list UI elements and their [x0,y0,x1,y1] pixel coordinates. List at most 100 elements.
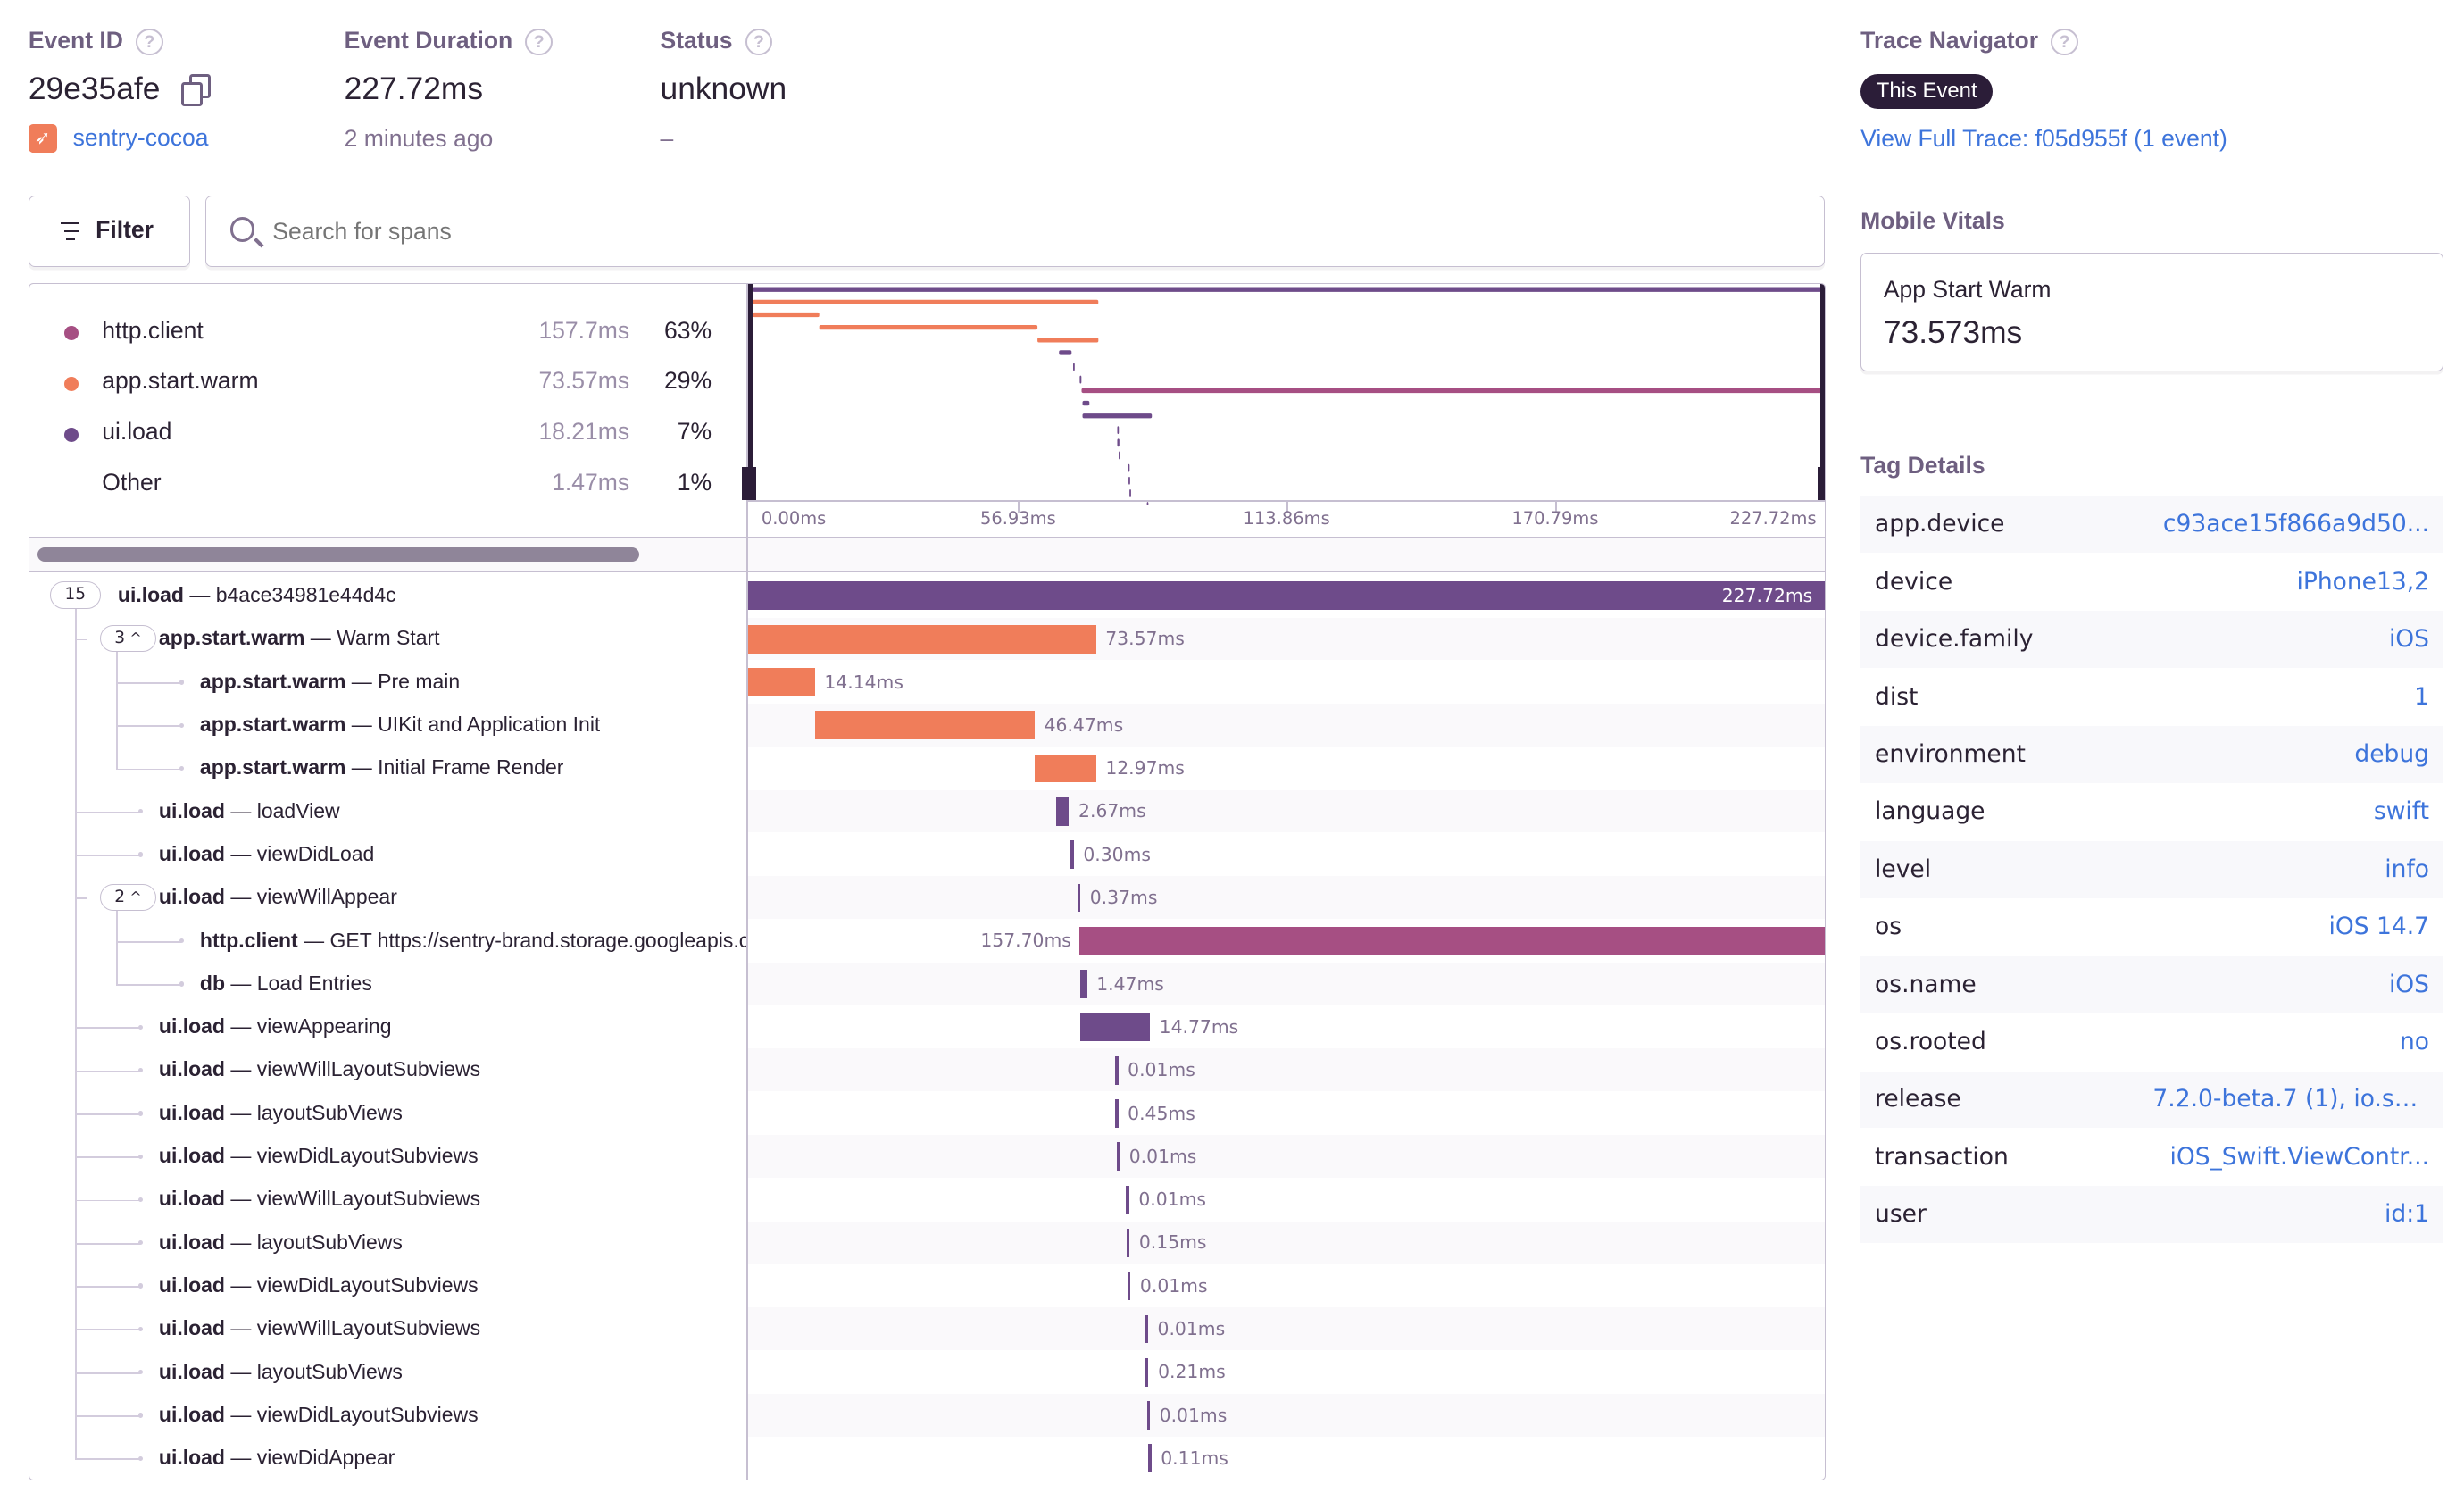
tag-row[interactable]: release 7.2.0-beta.7 (1), io.se... [1860,1071,2443,1129]
tag-row[interactable]: device.family iOS [1860,611,2443,668]
tree-horizontal-scrollbar[interactable] [37,547,639,563]
tag-row[interactable]: os.name iOS [1860,955,2443,1013]
span-label[interactable]: ui.load — viewAppearing [159,1014,392,1038]
span-row[interactable] [748,1437,1826,1480]
span-label[interactable]: app.start.warm — Warm Start [159,626,440,650]
span-row[interactable] [747,1221,1826,1264]
project-name[interactable]: sentry-cocoa [72,124,209,152]
span-row[interactable] [748,1005,1826,1048]
span-row[interactable] [747,1307,1826,1351]
span-label[interactable]: db — Load Entries [200,972,372,996]
tag-value-link[interactable]: id:1 [2385,1200,2430,1229]
tag-row[interactable]: app.device c93ace15f866a9d50... [1860,496,2443,554]
help-icon[interactable]: ? [136,28,163,56]
tag-row[interactable]: language swift [1860,784,2443,841]
span-label[interactable]: app.start.warm — UIKit and Application I… [200,713,600,737]
span-duration-bar[interactable] [1145,1357,1149,1387]
tag-value-link[interactable]: 1 [2414,682,2430,711]
view-full-trace-link[interactable]: View Full Trace: f05d955f (1 event) [1860,124,2227,152]
span-duration-bar[interactable] [1078,926,1826,955]
help-icon[interactable]: ? [2051,28,2078,56]
span-label[interactable]: ui.load — layoutSubViews [159,1101,403,1125]
span-row[interactable] [748,1092,1826,1135]
span-duration-bar[interactable] [747,668,815,696]
tag-value-link[interactable]: info [2385,855,2430,883]
span-row[interactable] [748,1351,1826,1394]
span-row[interactable] [747,876,1826,920]
span-duration-bar[interactable] [1079,970,1087,998]
span-label[interactable]: ui.load — viewDidAppear [159,1446,395,1470]
span-row[interactable] [747,962,1826,1005]
tag-value-link[interactable]: iOS 14.7 [2328,913,2430,941]
span-label[interactable]: ui.load — b4ace34981e44d4c [118,583,396,607]
span-duration-bar[interactable] [747,624,1096,654]
tag-row[interactable]: user id:1 [1860,1186,2443,1243]
span-label[interactable]: http.client — GET https://sentry-brand.s… [200,929,746,953]
span-duration-bar[interactable] [1145,1314,1148,1344]
tag-value-link[interactable]: debug [2354,740,2430,769]
span-duration-bar[interactable] [1034,754,1096,783]
span-row[interactable] [748,1264,1826,1307]
span-label[interactable]: ui.load — viewWillLayoutSubviews [159,1057,480,1081]
span-duration-bar[interactable] [1079,1013,1151,1042]
span-row[interactable] [748,1178,1826,1221]
tag-value-link[interactable]: iOS [2388,625,2430,654]
help-icon[interactable]: ? [525,28,553,56]
minimap[interactable] [748,284,1826,505]
tag-value-link[interactable]: iOS [2388,970,2430,998]
tag-value-link[interactable]: 7.2.0-beta.7 (1), io.se... [2152,1085,2430,1113]
span-row[interactable] [747,1048,1826,1092]
collapse-toggle-badge[interactable]: 2 ^ [100,883,156,911]
tag-value-link[interactable]: iPhone13,2 [2296,567,2430,596]
search-spans-field[interactable] [204,196,1825,268]
minimap-left-handle[interactable] [747,283,753,501]
span-label[interactable]: ui.load — viewDidLoad [159,842,374,866]
tag-value-link[interactable]: iOS_Swift.ViewContr... [2169,1142,2430,1171]
tag-row[interactable]: os.rooted no [1860,1013,2443,1071]
copy-icon[interactable] [181,74,211,107]
span-row[interactable] [748,746,1826,789]
tag-row[interactable]: level info [1860,840,2443,898]
app-start-warm-card[interactable]: App Start Warm 73.573ms [1860,253,2444,371]
tag-row[interactable]: device iPhone13,2 [1860,554,2443,611]
filter-button[interactable]: Filter [28,196,190,268]
tag-row[interactable]: dist 1 [1860,669,2443,726]
span-label[interactable]: ui.load — layoutSubViews [159,1360,403,1384]
tag-value-link[interactable]: c93ace15f866a9d50... [2162,510,2430,538]
span-label[interactable]: ui.load — loadView [159,799,340,823]
tag-row[interactable]: environment debug [1860,726,2443,783]
span-duration-bar[interactable] [1115,1055,1119,1085]
span-duration-bar[interactable] [1070,840,1074,870]
span-duration-bar[interactable] [1146,1401,1151,1430]
span-duration-bar[interactable] [1056,797,1070,826]
collapse-toggle-badge[interactable]: 3 ^ [100,624,156,653]
span-label[interactable]: ui.load — viewDidLayoutSubviews [159,1273,479,1297]
span-row[interactable] [747,1135,1826,1178]
search-input[interactable] [269,213,1793,251]
span-label[interactable]: ui.load — viewWillLayoutSubviews [159,1187,480,1211]
tag-value-link[interactable]: no [2399,1028,2430,1056]
span-label[interactable]: ui.load — viewDidLayoutSubviews [159,1403,479,1427]
span-duration-bar[interactable] [747,581,1826,611]
span-duration-bar[interactable] [1116,1142,1120,1172]
span-label[interactable]: app.start.warm — Pre main [200,670,460,694]
span-label[interactable]: ui.load — layoutSubViews [159,1230,403,1255]
span-duration-bar[interactable] [1077,883,1081,913]
span-duration-bar[interactable] [1148,1444,1152,1473]
project-link[interactable]: ➶ sentry-cocoa [28,123,209,153]
span-label[interactable]: ui.load — viewWillLayoutSubviews [159,1316,480,1340]
span-row[interactable] [747,1393,1826,1437]
span-row[interactable] [748,661,1826,704]
span-duration-bar[interactable] [1127,1272,1131,1301]
minimap-right-grip[interactable] [1817,466,1826,501]
span-label[interactable]: app.start.warm — Initial Frame Render [200,755,563,780]
help-icon[interactable]: ? [745,28,773,56]
span-duration-bar[interactable] [814,711,1035,740]
collapse-toggle-badge[interactable]: 15 [49,581,101,609]
tag-row[interactable]: transaction iOS_Swift.ViewContr... [1860,1129,2443,1186]
span-row[interactable] [747,789,1826,833]
span-duration-bar[interactable] [1126,1228,1130,1257]
span-row[interactable] [748,833,1826,876]
minimap-right-handle[interactable] [1820,283,1826,501]
span-label[interactable]: ui.load — viewWillAppear [159,885,397,909]
